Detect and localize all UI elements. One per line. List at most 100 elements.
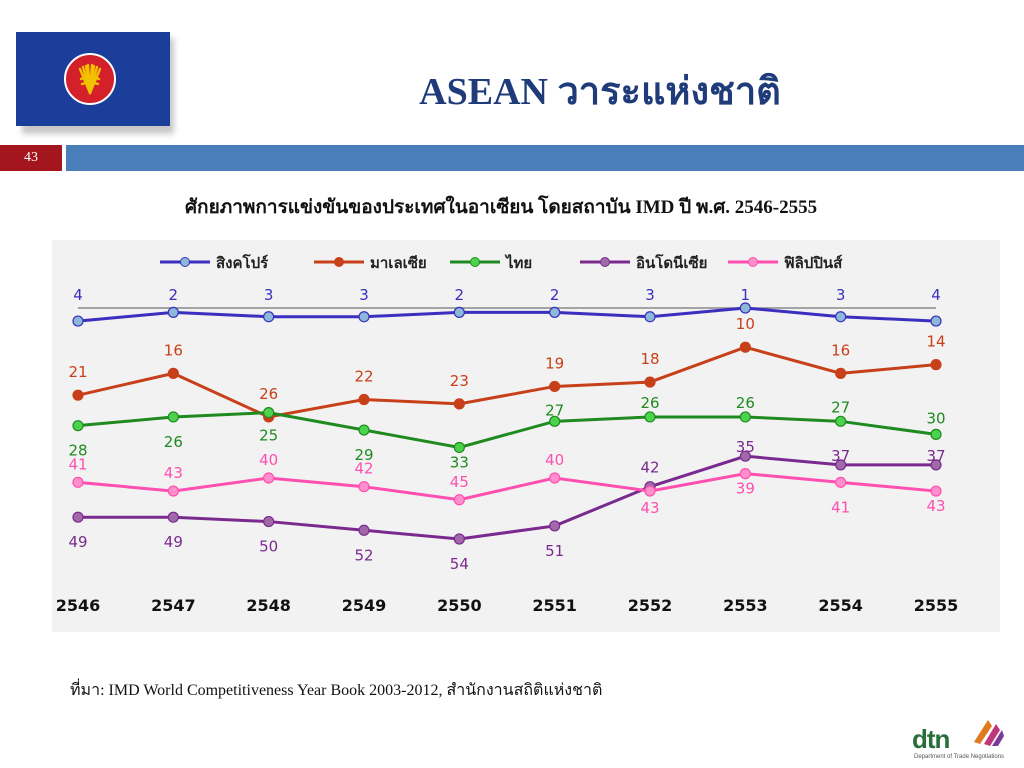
data-point-2-0 [72, 420, 84, 432]
data-label-0-8: 3 [836, 286, 846, 304]
data-point-2-7 [739, 411, 751, 423]
asean-flag [16, 32, 170, 126]
data-label-3-5: 51 [545, 542, 564, 560]
data-point-3-0 [72, 511, 84, 523]
chart-subtitle: ศักยภาพการแข่งขันของประเทศในอาเซียน โดยส… [185, 197, 818, 218]
x-tick-label-2: 2548 [246, 596, 291, 615]
data-point-4-4 [453, 494, 465, 506]
data-label-1-1: 16 [164, 341, 183, 359]
ranking-line-chart: สิงคโปร์ มาเลเซีย ไทย อินโดนีเซีย ฟิลิปปินส์… [56, 253, 959, 615]
data-point-0-2 [263, 311, 275, 323]
data-label-2-8: 27 [831, 398, 850, 416]
legend-label-2: ไทย [504, 253, 532, 272]
data-point-3-4 [453, 533, 465, 545]
data-label-3-2: 50 [259, 538, 278, 556]
data-label-4-4: 45 [450, 473, 469, 491]
data-label-2-7: 26 [736, 394, 755, 412]
data-label-0-3: 3 [359, 286, 369, 304]
x-tick-label-8: 2554 [818, 596, 863, 615]
series-line-4 [77, 472, 937, 502]
series-line-1 [77, 345, 937, 419]
x-tick-label-4: 2550 [437, 596, 482, 615]
data-point-0-7 [739, 302, 751, 314]
dtn-logo: dtn Department of Trade Negotiations [912, 712, 1012, 762]
data-label-3-4: 54 [450, 555, 469, 573]
data-point-2-3 [358, 424, 370, 436]
chart-background [52, 240, 1000, 632]
data-label-0-1: 2 [169, 286, 179, 304]
data-point-3-3 [358, 524, 370, 536]
page-number-bar [0, 145, 62, 171]
data-label-3-7: 35 [736, 438, 755, 456]
data-label-4-9: 43 [926, 497, 945, 515]
data-point-2-6 [644, 411, 656, 423]
page-number: 43 [24, 150, 38, 165]
x-tick-label-5: 2551 [532, 596, 577, 615]
series-line-2 [77, 411, 937, 450]
data-point-2-4 [453, 441, 465, 454]
data-point-2-5 [549, 415, 561, 427]
data-point-2-1 [167, 411, 179, 423]
logo-text: dtn [912, 724, 950, 754]
data-point-0-3 [358, 311, 370, 323]
data-label-2-9: 30 [926, 409, 945, 427]
data-point-3-5 [549, 520, 561, 532]
data-point-3-2 [263, 515, 275, 528]
data-label-4-8: 41 [831, 498, 850, 516]
legend-label-4: ฟิลิปปินส์ [784, 254, 843, 272]
logo-subtext: Department of Trade Negotiations [914, 754, 1005, 760]
legend-marker-1 [334, 257, 344, 267]
data-point-4-0 [72, 476, 84, 488]
data-point-1-0 [72, 389, 84, 401]
data-point-1-4 [453, 398, 465, 410]
data-point-4-9 [930, 485, 942, 497]
slide-title: ASEAN วาระแห่งชาติ [419, 71, 781, 113]
data-point-1-9 [930, 359, 942, 371]
data-label-0-4: 2 [455, 286, 465, 304]
data-label-4-3: 42 [354, 460, 373, 478]
data-point-0-5 [549, 306, 561, 318]
data-label-4-5: 40 [545, 451, 564, 469]
data-label-2-5: 27 [545, 401, 564, 419]
legend-label-0: สิงคโปร์ [216, 253, 269, 272]
data-point-3-8 [835, 459, 847, 471]
data-point-0-8 [835, 311, 847, 323]
data-label-1-7: 10 [736, 315, 755, 333]
data-point-2-9 [930, 428, 942, 440]
x-tick-label-3: 2549 [342, 596, 387, 615]
legend-marker-3 [600, 257, 610, 267]
data-label-2-4: 33 [450, 453, 469, 471]
data-point-4-8 [835, 476, 847, 488]
data-point-3-9 [930, 459, 942, 471]
data-label-4-6: 43 [640, 499, 659, 517]
data-label-4-2: 40 [259, 451, 278, 469]
asean-emblem-icon [78, 63, 102, 95]
asean-emblem-circle [64, 53, 116, 105]
data-point-4-7 [739, 468, 751, 480]
data-point-1-7 [739, 341, 751, 353]
x-tick-label-6: 2552 [628, 596, 673, 615]
series-line-3 [78, 454, 936, 541]
legend-marker-4 [748, 257, 758, 267]
data-point-1-3 [358, 393, 370, 406]
data-point-4-2 [263, 472, 275, 484]
data-label-2-2: 25 [259, 427, 278, 445]
data-label-4-0: 41 [68, 455, 87, 473]
data-label-1-4: 23 [450, 372, 469, 390]
x-tick-label-9: 2555 [914, 596, 959, 615]
data-point-0-9 [930, 315, 942, 327]
data-label-1-2: 26 [259, 385, 278, 403]
data-point-1-1 [167, 367, 179, 379]
data-label-0-0: 4 [73, 286, 83, 304]
data-point-3-7 [739, 450, 751, 462]
data-label-0-9: 4 [931, 286, 941, 304]
x-tick-label-7: 2553 [723, 596, 768, 615]
x-tick-label-0: 2546 [56, 596, 101, 615]
legend-label-1: มาเลเซีย [370, 254, 427, 272]
data-label-0-7: 1 [741, 286, 751, 304]
data-label-1-5: 19 [545, 354, 564, 372]
data-point-4-1 [167, 485, 179, 497]
data-label-0-6: 3 [645, 286, 655, 304]
data-label-3-0: 49 [68, 533, 87, 551]
source-note: ที่มา: IMD World Competitiveness Year Bo… [70, 682, 603, 699]
